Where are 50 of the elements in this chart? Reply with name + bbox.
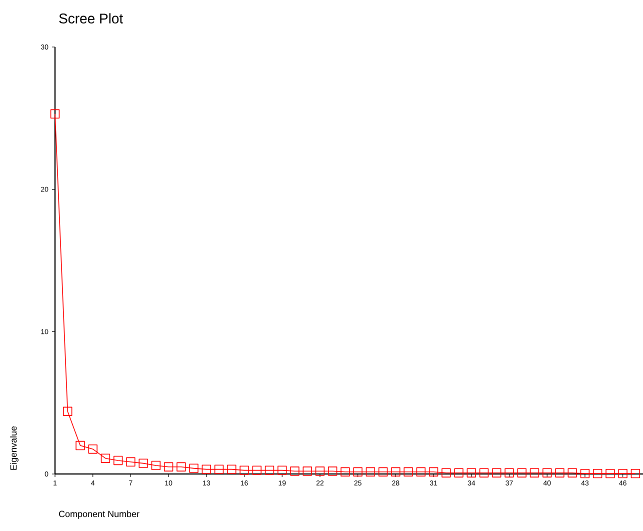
point bbox=[391, 467, 400, 476]
point bbox=[176, 462, 186, 472]
point bbox=[530, 468, 540, 478]
point bbox=[252, 466, 262, 475]
point bbox=[606, 468, 615, 478]
point bbox=[264, 466, 274, 475]
point bbox=[227, 464, 236, 474]
point bbox=[378, 467, 388, 476]
point bbox=[278, 466, 287, 475]
point bbox=[240, 466, 249, 475]
point bbox=[353, 467, 362, 476]
point bbox=[428, 467, 438, 476]
point bbox=[568, 468, 577, 478]
point bbox=[340, 467, 350, 476]
point bbox=[214, 464, 224, 474]
point bbox=[328, 466, 338, 476]
point bbox=[189, 464, 198, 473]
point bbox=[466, 468, 476, 478]
point bbox=[126, 457, 136, 466]
point bbox=[630, 468, 640, 478]
point bbox=[63, 406, 72, 416]
point bbox=[315, 466, 325, 476]
point bbox=[504, 468, 514, 478]
point bbox=[138, 458, 148, 468]
point bbox=[542, 468, 552, 478]
y-axis-title: Eigenvalue bbox=[10, 426, 18, 470]
point bbox=[76, 440, 85, 450]
point bbox=[442, 468, 451, 478]
point bbox=[50, 109, 60, 118]
point bbox=[404, 467, 413, 476]
chart-title: Scree Plot bbox=[59, 13, 124, 24]
point bbox=[479, 468, 489, 478]
x-axis-title: Component Number bbox=[58, 510, 140, 519]
point bbox=[618, 468, 628, 478]
point bbox=[517, 468, 526, 478]
point bbox=[454, 468, 464, 478]
point bbox=[580, 468, 590, 478]
point bbox=[88, 444, 98, 454]
point bbox=[290, 466, 300, 476]
point bbox=[151, 460, 161, 470]
point bbox=[416, 467, 426, 476]
point bbox=[492, 468, 502, 478]
point bbox=[202, 464, 212, 474]
point bbox=[113, 456, 123, 466]
point bbox=[366, 467, 376, 476]
point bbox=[100, 454, 110, 463]
point bbox=[302, 466, 312, 476]
point bbox=[164, 462, 174, 472]
point bbox=[555, 468, 564, 478]
point bbox=[592, 468, 602, 478]
